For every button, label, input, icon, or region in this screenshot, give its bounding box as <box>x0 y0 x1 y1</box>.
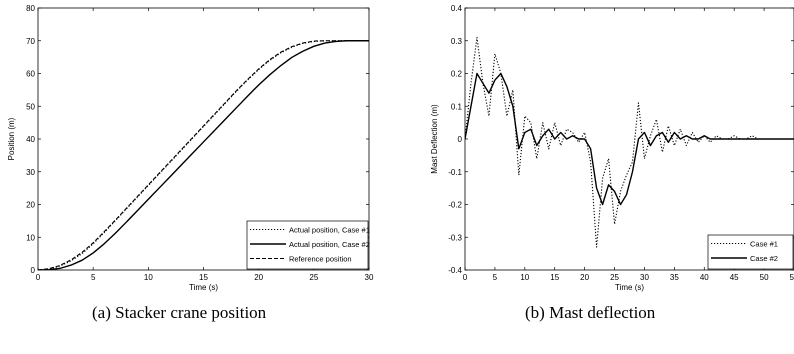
x-tick-label: 20 <box>254 273 263 282</box>
x-tick-label: 0 <box>36 273 41 282</box>
legend: Case #1 Case #2 <box>707 234 794 270</box>
legend-label-3: Reference position <box>289 255 352 264</box>
y-tick-label: 0.3 <box>451 37 463 46</box>
y-axis-label: Position (m) <box>7 117 16 160</box>
x-tick-label: 45 <box>730 273 739 282</box>
y-tick-label: 30 <box>26 168 35 177</box>
legend: Actual position, Case #1 Actual position,… <box>246 220 370 270</box>
caption-a: (a) Stacker crane position <box>92 303 267 322</box>
x-tick-label: 25 <box>610 273 619 282</box>
y-tick-label: 10 <box>26 233 35 242</box>
legend-label-1: Actual position, Case #1 <box>289 226 370 235</box>
series-line-3 <box>38 40 369 270</box>
series-line-2 <box>465 72 794 206</box>
chart-1: 0 5 10 15 20 25 30 0 10 20 30 40 50 60 70 80 Time (s) Pos… <box>7 4 374 292</box>
series-line-1 <box>465 36 794 248</box>
legend-box <box>246 220 369 270</box>
y-tick-label: 0.1 <box>451 102 463 111</box>
y-tick-label: 0 <box>458 135 463 144</box>
x-tick-label: 30 <box>640 273 649 282</box>
y-tick-label: 0.2 <box>451 70 463 79</box>
y-tick-label: 40 <box>26 135 35 144</box>
caption-b: (b) Mast deflection <box>525 303 656 322</box>
x-tick-label: 20 <box>580 273 589 282</box>
y-tick-label: 0.4 <box>451 4 463 13</box>
y-tick-label: 0 <box>31 266 36 275</box>
x-tick-label: 5 <box>493 273 498 282</box>
legend-label-2: Case #2 <box>750 254 778 263</box>
x-axis-label: Time (s) <box>615 283 644 292</box>
y-tick-label: 80 <box>26 4 35 13</box>
x-tick-label: 10 <box>520 273 529 282</box>
legend-label-1: Case #1 <box>750 240 778 249</box>
series-line-2 <box>38 40 369 270</box>
x-tick-label: 5 <box>91 273 96 282</box>
y-tick-label: -0.2 <box>448 201 462 210</box>
y-axis-label: Mast Deflection (m) <box>430 104 439 174</box>
x-tick-label: 25 <box>309 273 318 282</box>
x-tick-label: 40 <box>700 273 709 282</box>
y-tick-label: -0.1 <box>448 168 462 177</box>
legend-box <box>707 234 794 270</box>
x-tick-label: 50 <box>760 273 769 282</box>
x-tick-label: 0 <box>463 273 468 282</box>
x-tick-label: 15 <box>199 273 208 282</box>
x-tick-label: 55 <box>790 273 794 282</box>
y-tick-label: 50 <box>26 102 35 111</box>
chart-2: 0 5 10 15 20 25 30 35 40 45 50 55 -0.4 -0.3 -0.2 -0.1 0 0… <box>430 4 794 292</box>
legend-label-2: Actual position, Case #2 <box>289 240 370 249</box>
y-tick-label: 20 <box>26 201 35 210</box>
x-axis-label: Time (s) <box>189 283 218 292</box>
x-tick-label: 10 <box>144 273 153 282</box>
y-tick-label: 70 <box>26 37 35 46</box>
y-tick-label: -0.3 <box>448 233 462 242</box>
x-tick-label: 15 <box>550 273 559 282</box>
x-tick-label: 35 <box>670 273 679 282</box>
x-tick-label: 30 <box>365 273 374 282</box>
y-tick-label: 60 <box>26 70 35 79</box>
y-tick-label: -0.4 <box>448 266 462 275</box>
